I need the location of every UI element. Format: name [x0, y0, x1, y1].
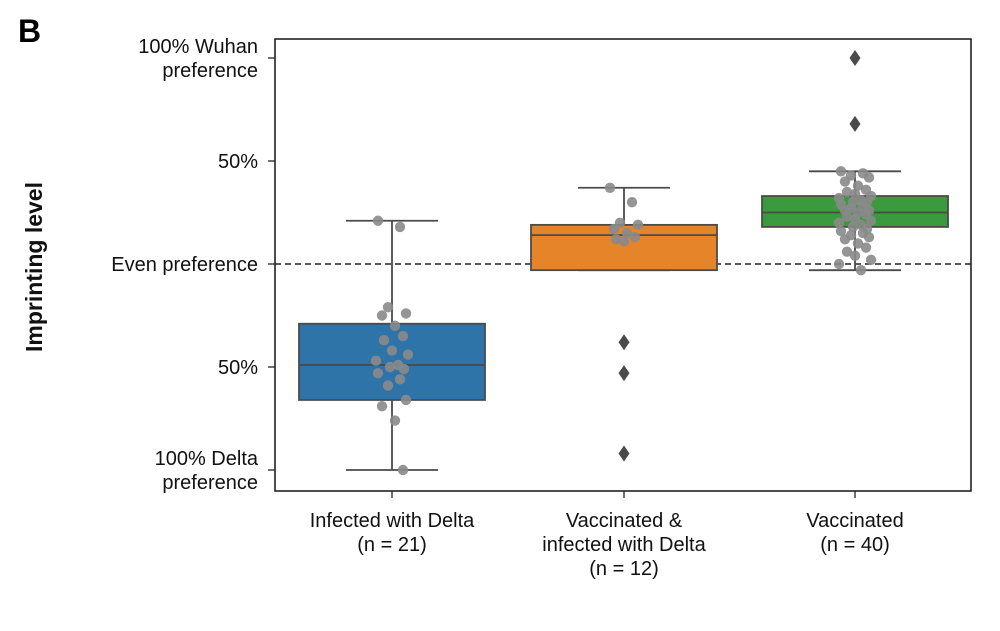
- y-tick-label-line: 100% Wuhan: [138, 36, 258, 58]
- y-tick-label: 50%: [218, 151, 258, 173]
- y-tick-label: 50%: [218, 357, 258, 379]
- y-tick-label-line: 100% Delta: [155, 448, 259, 470]
- data-point: [632, 219, 644, 231]
- plot-frame: [274, 38, 972, 492]
- data-point: [855, 264, 867, 276]
- data-point: [400, 394, 412, 406]
- data-point: [376, 310, 388, 321]
- data-point: [629, 232, 641, 243]
- data-point: [389, 415, 401, 426]
- outlier-marker: [849, 50, 861, 66]
- y-tick-label-line: preference: [162, 472, 258, 494]
- data-point: [621, 227, 633, 239]
- data-point: [604, 182, 616, 193]
- y-tick-label-line: 50%: [218, 357, 258, 379]
- panel-letter: B: [18, 13, 41, 49]
- y-tick-label: 100% Delta preference: [155, 448, 259, 494]
- x-tick-label-line: (n = 21): [357, 534, 426, 556]
- data-point: [382, 380, 394, 391]
- data-point: [394, 374, 406, 385]
- data-point: [372, 367, 384, 379]
- box-group-3: [761, 50, 949, 276]
- data-point: [370, 355, 382, 367]
- outlier-marker: [618, 445, 630, 462]
- outlier-marker: [618, 334, 630, 351]
- x-tick-label-line: (n = 40): [820, 534, 889, 556]
- data-point: [841, 211, 853, 222]
- data-point: [833, 217, 845, 228]
- box-group-1: [298, 215, 486, 476]
- x-tick-label: Vaccinated & infected with Delta (n = 12): [542, 510, 706, 580]
- box-group-2: [530, 182, 718, 462]
- data-point: [849, 250, 861, 261]
- data-point: [847, 221, 859, 233]
- data-point: [394, 221, 406, 233]
- data-point: [610, 234, 622, 245]
- y-axis-label: Imprinting level: [21, 182, 47, 352]
- data-point: [398, 363, 410, 375]
- data-point: [833, 258, 845, 270]
- data-point: [382, 302, 394, 313]
- y-tick-label: Even preference: [111, 254, 258, 276]
- data-point: [835, 166, 847, 177]
- data-point: [608, 223, 620, 235]
- data-point: [841, 246, 853, 257]
- data-point: [389, 320, 401, 331]
- data-point: [852, 238, 864, 249]
- data-point: [839, 234, 851, 245]
- x-tick-label-line: infected with Delta: [542, 534, 706, 556]
- y-tick-label-line: Even preference: [111, 254, 258, 276]
- x-tick-label-line: Infected with Delta: [310, 510, 475, 532]
- data-point: [839, 176, 851, 187]
- data-point: [400, 308, 412, 319]
- data-point: [863, 172, 875, 183]
- outlier-marker: [618, 365, 630, 382]
- data-point: [402, 349, 414, 360]
- data-point: [384, 361, 396, 373]
- x-tick-label: Infected with Delta (n = 21): [310, 510, 475, 556]
- data-point: [397, 464, 409, 476]
- x-tick-label-line: Vaccinated &: [566, 510, 683, 532]
- data-point: [835, 225, 847, 237]
- data-point: [863, 232, 875, 243]
- data-point: [841, 186, 853, 198]
- data-point: [386, 345, 398, 356]
- data-point: [860, 242, 872, 253]
- x-tick-label-line: Vaccinated: [806, 510, 903, 532]
- data-point: [397, 330, 409, 342]
- x-tick-label: Vaccinated (n = 40): [806, 510, 903, 556]
- y-tick-label: 100% Wuhan preference: [138, 36, 258, 82]
- data-point: [372, 215, 384, 226]
- data-point: [865, 254, 877, 266]
- data-point: [865, 215, 877, 226]
- data-point: [376, 400, 388, 412]
- data-point: [852, 180, 864, 191]
- y-tick-label-line: preference: [162, 60, 258, 82]
- data-point: [378, 335, 390, 346]
- x-tick-label-line: (n = 12): [589, 558, 658, 580]
- outlier-marker: [849, 115, 861, 132]
- data-point: [626, 197, 638, 208]
- y-tick-label-line: 50%: [218, 151, 258, 173]
- data-point: [618, 236, 630, 247]
